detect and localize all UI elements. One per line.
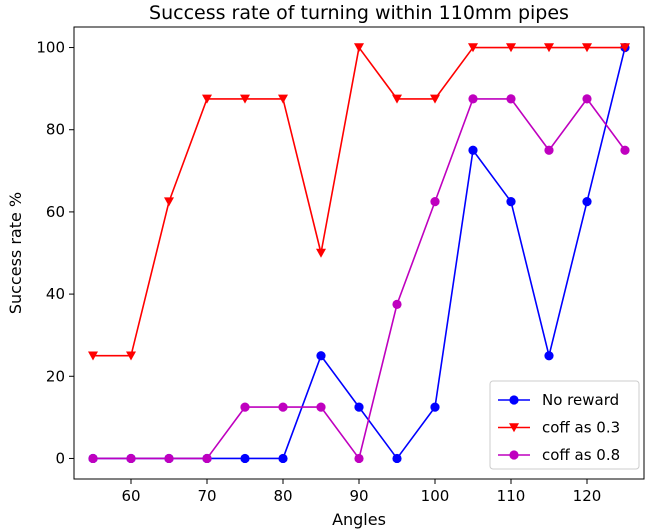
series-line-coff-as-0-3 xyxy=(93,46,625,357)
data-point-coff-as-0-3 xyxy=(240,94,250,104)
data-point-coff-as-0-3 xyxy=(164,197,174,207)
y-tick-label: 60 xyxy=(46,203,65,221)
legend-label-coff-as-0-8: coff as 0.8 xyxy=(542,446,620,464)
data-point-coff-as-0-8 xyxy=(430,197,440,207)
x-tick-label: 80 xyxy=(273,487,292,505)
data-point-coff-as-0-8 xyxy=(620,145,630,155)
data-point-no-reward xyxy=(316,351,326,361)
legend: No reward coff as 0.3 coff as 0.8 xyxy=(489,380,640,470)
data-point-no-reward xyxy=(506,197,516,207)
data-point-no-reward xyxy=(544,351,554,361)
legend-box xyxy=(489,380,640,470)
data-point-coff-as-0-3 xyxy=(316,248,326,258)
data-point-no-reward xyxy=(354,402,364,412)
x-axis-label: Angles xyxy=(332,510,386,529)
data-point-coff-as-0-3 xyxy=(354,43,364,53)
plot-frame xyxy=(73,26,645,480)
data-point-coff-as-0-3 xyxy=(202,94,212,104)
x-tick-label: 90 xyxy=(349,487,368,505)
data-point-coff-as-0-3 xyxy=(430,94,440,104)
x-tick-label: 100 xyxy=(421,487,450,505)
data-point-coff-as-0-3 xyxy=(506,43,516,53)
data-point-coff-as-0-8 xyxy=(278,402,288,412)
x-tick-label: 70 xyxy=(197,487,216,505)
data-point-coff-as-0-3 xyxy=(278,94,288,104)
data-point-coff-as-0-3 xyxy=(582,43,592,53)
data-point-coff-as-0-8 xyxy=(354,453,364,464)
data-point-coff-as-0-3 xyxy=(88,351,98,361)
data-point-no-reward xyxy=(582,197,592,207)
data-point-coff-as-0-3 xyxy=(544,43,554,53)
data-point-coff-as-0-8 xyxy=(506,94,516,104)
y-tick-label: 0 xyxy=(55,449,65,467)
data-point-coff-as-0-8 xyxy=(316,402,326,412)
data-point-coff-as-0-8 xyxy=(468,94,478,104)
y-tick-label: 80 xyxy=(46,121,65,139)
plot-area: 60 70 80 90 100 110 120 0 20 40 60 80 100 xyxy=(36,39,630,505)
data-point-no-reward xyxy=(392,453,402,464)
data-point-coff-as-0-8 xyxy=(544,145,554,155)
data-point-coff-as-0-8 xyxy=(240,402,250,412)
data-point-coff-as-0-8 xyxy=(126,453,136,464)
data-point-coff-as-0-8 xyxy=(164,453,174,464)
legend-label-coff-as-0-3: coff as 0.3 xyxy=(542,419,620,437)
legend-marker-coff-as-0-8 xyxy=(509,450,519,460)
data-point-coff-as-0-3 xyxy=(392,94,402,104)
data-point-no-reward xyxy=(468,145,478,155)
data-point-coff-as-0-3 xyxy=(620,43,630,53)
legend-marker-coff-as-0-3 xyxy=(509,423,519,433)
y-tick-label: 100 xyxy=(36,39,65,57)
y-tick-label: 20 xyxy=(46,367,65,385)
x-tick-label: 120 xyxy=(573,487,602,505)
legend-label-no-reward: No reward xyxy=(542,391,619,409)
data-point-coff-as-0-8 xyxy=(392,299,402,309)
chart-title: Success rate of turning within 110mm pip… xyxy=(149,2,569,24)
data-point-coff-as-0-8 xyxy=(88,453,98,464)
y-axis-label: Success rate % xyxy=(6,192,25,314)
data-point-no-reward xyxy=(278,453,288,464)
data-point-coff-as-0-8 xyxy=(202,453,212,464)
data-point-coff-as-0-8 xyxy=(582,94,592,104)
data-point-no-reward xyxy=(430,402,440,412)
x-tick-label: 60 xyxy=(121,487,140,505)
y-tick-label: 40 xyxy=(46,285,65,303)
legend-marker-no-reward xyxy=(509,395,519,405)
data-point-coff-as-0-3 xyxy=(126,351,136,361)
x-tick-label: 110 xyxy=(497,487,526,505)
data-point-coff-as-0-3 xyxy=(468,43,478,53)
data-point-no-reward xyxy=(240,453,250,464)
